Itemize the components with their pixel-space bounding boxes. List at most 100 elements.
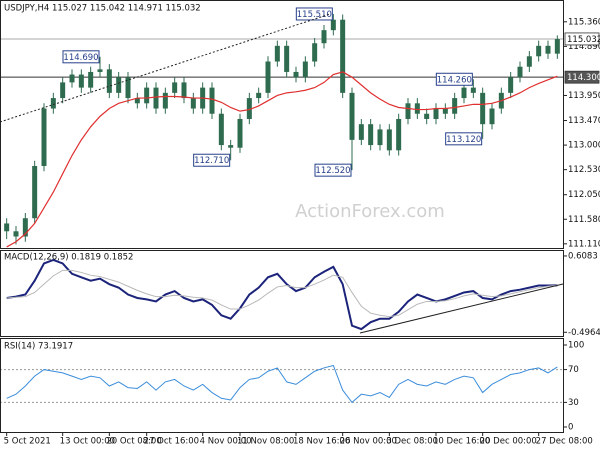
candle-body xyxy=(349,92,355,140)
macd-trend-line xyxy=(359,283,564,334)
y-tick-label: 111.110 xyxy=(568,239,600,249)
candle-body xyxy=(50,98,56,109)
candle-body xyxy=(368,124,374,146)
y-tick-label: 0.6083 xyxy=(568,251,598,261)
y-tick-label: 113.000 xyxy=(568,141,600,151)
candle-body xyxy=(4,223,10,232)
x-tick-label: 27 Dec 08:00 xyxy=(536,437,593,447)
indicator-line xyxy=(6,364,558,404)
candle-body xyxy=(237,118,243,148)
candle-body xyxy=(433,108,439,119)
x-tick-label: 4 Nov 00:00 xyxy=(200,437,252,447)
candle-body xyxy=(69,74,75,83)
y-tick-label: 70 xyxy=(568,365,579,375)
candle-body xyxy=(396,118,402,151)
y-tick-label: 100 xyxy=(568,340,584,350)
annotation-label: 112.710 xyxy=(194,156,229,166)
candle-body xyxy=(162,92,168,109)
candle-body xyxy=(442,108,448,114)
annotation-label: 113.120 xyxy=(446,135,481,145)
x-tick-label: 3 Dec 08:00 xyxy=(386,437,438,447)
y-tick-label: 114.890 xyxy=(568,42,600,52)
candle-body xyxy=(526,56,532,67)
candle-body xyxy=(302,61,308,78)
x-tick-label: 10 Dec 16:00 xyxy=(433,437,490,447)
candle-body xyxy=(153,87,159,109)
candle-body xyxy=(97,69,103,72)
indicator-line xyxy=(6,269,558,318)
candle-body xyxy=(88,71,94,88)
candle-body xyxy=(190,98,196,109)
price-marker-label: 114.300 xyxy=(567,73,600,83)
rsi-panel-frame xyxy=(0,338,564,433)
candle-body xyxy=(480,92,486,125)
candle-body xyxy=(218,113,224,146)
main-layer: 115.360 114.890 113.950 113.470 113.000 112.5… xyxy=(4,7,600,447)
y-tick-label: 112.530 xyxy=(568,165,600,175)
candle-body xyxy=(78,74,84,88)
y-tick-label: 30 xyxy=(568,398,579,408)
annotation-box xyxy=(445,132,483,146)
candle-body xyxy=(405,103,411,119)
price-marker xyxy=(564,32,600,46)
x-tick-label: 20 Oct 08:00 xyxy=(106,437,161,447)
y-tick-label: -0.4964 xyxy=(568,328,600,338)
candle-body xyxy=(172,82,178,93)
candle-body xyxy=(22,218,28,237)
candle-body xyxy=(386,129,392,151)
candle-body xyxy=(312,43,318,62)
moving-average xyxy=(6,71,558,248)
watermark: ActionForex.com xyxy=(295,201,445,222)
indicator-line xyxy=(6,258,558,331)
candle-body xyxy=(265,61,271,93)
y-tick-label: 0 xyxy=(568,422,573,432)
x-tick-label: 26 Nov 00:00 xyxy=(340,437,397,447)
candle-body xyxy=(228,145,234,148)
candle-body xyxy=(452,98,458,114)
price-title: USDJPY,H4 115.027 115.042 114.971 115.03… xyxy=(4,4,201,14)
price-panel-frame xyxy=(0,0,564,249)
annotation-box xyxy=(295,7,333,21)
candle-body xyxy=(32,165,38,219)
candle-body xyxy=(41,108,47,166)
candle-body xyxy=(461,87,467,99)
y-tick-label: 111.580 xyxy=(568,215,600,225)
candle-body xyxy=(274,45,280,62)
candle-body xyxy=(545,45,551,54)
candle-body xyxy=(60,82,66,99)
annotation-box xyxy=(314,163,352,177)
candle-body xyxy=(13,231,19,237)
y-tick-label: 113.470 xyxy=(568,116,600,126)
trend-line xyxy=(0,13,331,123)
candle-body xyxy=(340,19,346,93)
candle-body xyxy=(321,30,327,44)
candle-body xyxy=(536,45,542,57)
candle-body xyxy=(125,77,131,99)
rsi-title: RSI(14) 73.1917 xyxy=(4,342,73,352)
annotation-label: 114.260 xyxy=(437,75,472,85)
annotation-box xyxy=(193,153,231,167)
candle-body xyxy=(209,87,215,114)
x-tick-label: 5 Oct 2021 xyxy=(4,437,51,447)
candle-body xyxy=(414,103,420,114)
x-tick-label: 27 Oct 16:00 xyxy=(144,437,199,447)
candle-body xyxy=(358,124,364,140)
macd-title: MACD(12,26,9) 0.1819 0.1852 xyxy=(4,253,133,263)
candle-body xyxy=(330,19,336,31)
y-tick-label: 115.360 xyxy=(568,17,600,27)
x-tick-label: 13 Oct 00:00 xyxy=(60,437,115,447)
annotation-label: 114.690 xyxy=(63,53,98,63)
candle-body xyxy=(284,45,290,72)
price-marker-label: 115.032 xyxy=(567,35,600,45)
candle-body xyxy=(106,69,112,93)
x-tick-label: 20 Dec 00:00 xyxy=(480,437,537,447)
annotation-box xyxy=(62,50,100,64)
macd-panel-frame xyxy=(0,250,564,337)
annotation-label: 115.510 xyxy=(297,10,332,20)
candle-body xyxy=(181,82,187,99)
x-tick-label: 18 Nov 16:00 xyxy=(293,437,350,447)
annotation-box xyxy=(435,72,473,86)
candle-body xyxy=(246,98,252,119)
